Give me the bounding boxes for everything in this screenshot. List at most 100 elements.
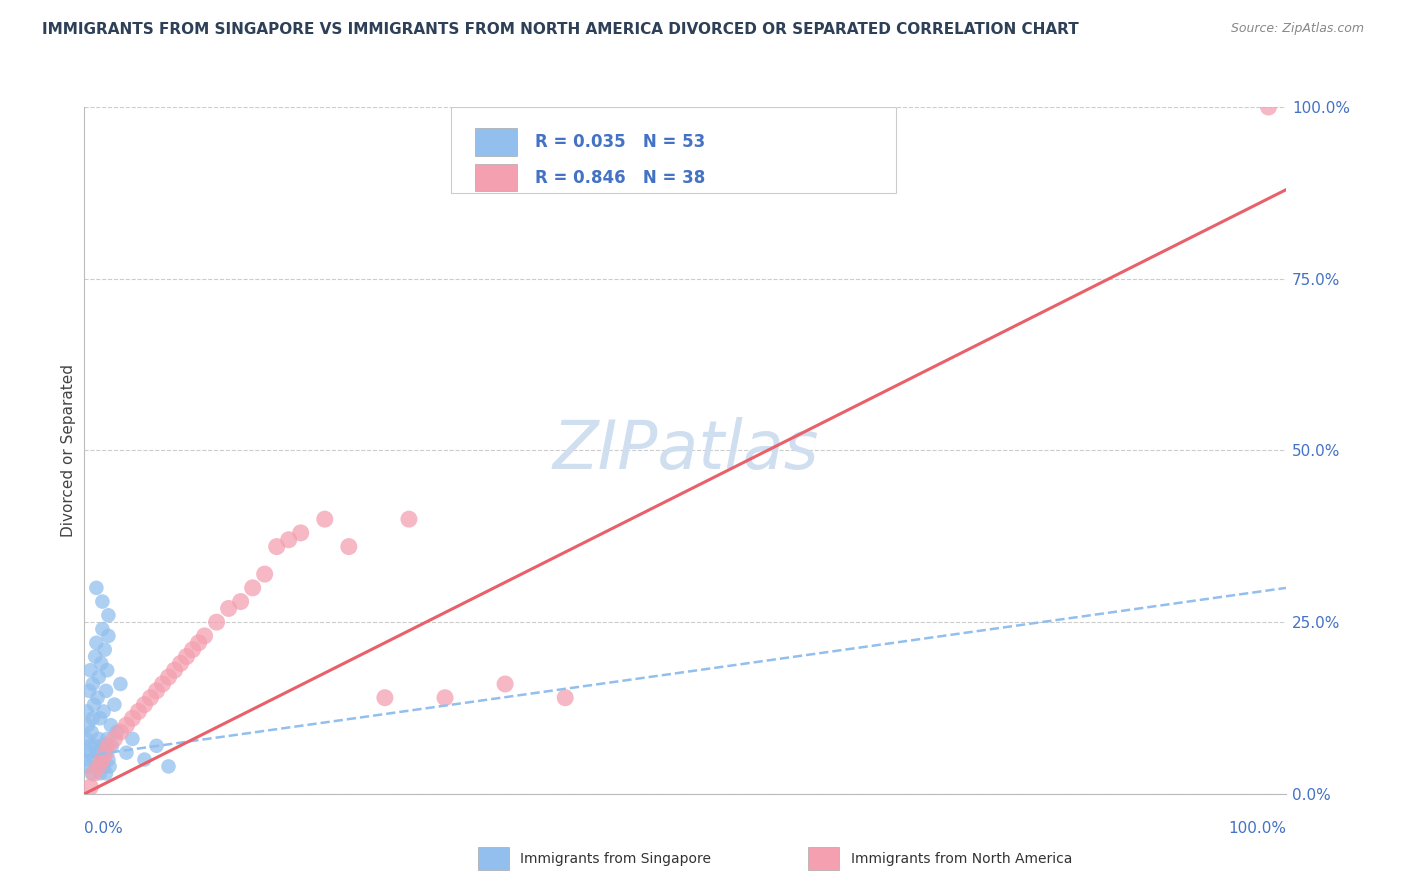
Point (115, 746, 138, 760)
Point (100, 718, 122, 732)
Text: Immigrants from North America: Immigrants from North America (851, 852, 1071, 865)
Point (82, 711, 104, 725)
Point (145, 739, 167, 753)
Point (91, 622, 114, 636)
Point (79, 739, 101, 753)
Point (253, 567, 276, 582)
Point (101, 739, 124, 753)
Text: 0.0%: 0.0% (84, 822, 124, 837)
Point (89, 711, 111, 725)
Point (87, 731, 110, 746)
Point (90, 752, 112, 766)
Point (76, 731, 98, 746)
Point (97, 739, 120, 753)
Point (86, 759, 108, 773)
Point (82, 677, 104, 691)
Point (97, 608, 120, 623)
Point (554, 690, 576, 705)
Text: 100.0%: 100.0% (1229, 822, 1286, 837)
Point (83, 766, 105, 780)
Point (266, 540, 288, 554)
FancyBboxPatch shape (808, 847, 839, 870)
Point (79, 663, 101, 677)
Point (398, 512, 420, 526)
Point (75, 752, 97, 766)
Point (94, 746, 117, 760)
Point (187, 636, 209, 650)
Point (96, 731, 118, 746)
Point (157, 759, 180, 773)
Point (176, 649, 198, 664)
Point (115, 718, 138, 732)
Point (110, 677, 132, 691)
Point (229, 594, 252, 608)
Point (76, 705, 98, 719)
Point (205, 615, 228, 630)
Point (77, 746, 100, 760)
Point (89, 766, 111, 780)
Point (87, 759, 110, 773)
Point (84, 649, 107, 664)
Point (79, 780, 101, 794)
Point (1257, 100, 1279, 114)
Point (337, 540, 360, 554)
Point (93, 705, 115, 719)
Point (169, 657, 191, 671)
Point (91, 752, 114, 766)
Point (77, 683, 100, 698)
Point (121, 711, 143, 725)
Point (242, 581, 264, 595)
Point (86, 636, 108, 650)
Point (90, 657, 112, 671)
Point (152, 677, 174, 691)
Point (145, 683, 167, 698)
Point (139, 690, 162, 705)
FancyBboxPatch shape (451, 107, 896, 193)
Point (290, 525, 312, 540)
Point (83, 752, 105, 766)
FancyBboxPatch shape (475, 128, 517, 156)
Point (94, 683, 117, 698)
Point (110, 725, 132, 739)
Point (127, 705, 149, 719)
Point (134, 752, 156, 766)
Point (134, 698, 156, 712)
Point (181, 642, 204, 657)
Point (157, 670, 180, 684)
Point (434, 690, 457, 705)
Point (314, 512, 336, 526)
Text: R = 0.035   N = 53: R = 0.035 N = 53 (536, 133, 706, 151)
Point (86, 581, 108, 595)
Point (80, 725, 103, 739)
Point (218, 601, 240, 615)
Point (91, 739, 114, 753)
Point (97, 629, 120, 643)
Y-axis label: Divorced or Separated: Divorced or Separated (60, 364, 76, 537)
Point (91, 594, 114, 608)
Point (94, 766, 117, 780)
Text: ZIPatlas: ZIPatlas (553, 417, 818, 483)
Text: Source: ZipAtlas.com: Source: ZipAtlas.com (1230, 22, 1364, 36)
Point (84, 739, 107, 753)
Point (77, 759, 100, 773)
Point (86, 746, 108, 760)
Text: IMMIGRANTS FROM SINGAPORE VS IMMIGRANTS FROM NORTH AMERICA DIVORCED OR SEPARATED: IMMIGRANTS FROM SINGAPORE VS IMMIGRANTS … (42, 22, 1078, 37)
Point (103, 698, 125, 712)
Point (121, 731, 143, 746)
Point (80, 766, 103, 780)
Point (98, 759, 121, 773)
Point (86, 690, 108, 705)
Point (87, 670, 110, 684)
FancyBboxPatch shape (478, 847, 509, 870)
Text: Immigrants from Singapore: Immigrants from Singapore (520, 852, 711, 865)
Point (94, 642, 117, 657)
Point (83, 698, 105, 712)
Point (97, 752, 120, 766)
Point (77, 718, 100, 732)
Point (374, 690, 396, 705)
Point (94, 746, 117, 760)
Point (103, 731, 125, 746)
Point (96, 663, 118, 677)
Text: R = 0.846   N = 38: R = 0.846 N = 38 (536, 169, 706, 186)
Point (93, 759, 115, 773)
